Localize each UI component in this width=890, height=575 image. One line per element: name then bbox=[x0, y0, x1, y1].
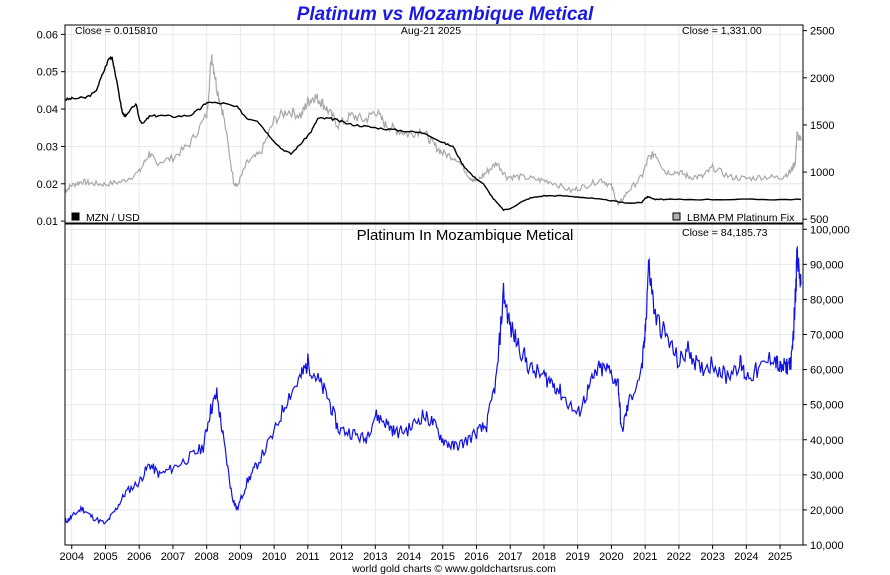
bottom-right-tick-label: 70,000 bbox=[810, 330, 844, 342]
x-tick-label: 2025 bbox=[768, 551, 792, 563]
x-tick-label: 2018 bbox=[532, 551, 556, 563]
x-tick-label: 2021 bbox=[633, 551, 657, 563]
top-left-tick-label: 0.05 bbox=[37, 67, 58, 79]
bottom-panel-grid bbox=[65, 224, 803, 546]
x-tick-label: 2014 bbox=[397, 551, 421, 563]
top-right-tick-label: 2500 bbox=[810, 26, 834, 38]
series-platinum-line bbox=[64, 54, 802, 207]
top-close-left: Close = 0.015810 bbox=[75, 25, 158, 37]
legend-swatch-mzn-usd bbox=[71, 212, 80, 221]
x-tick-label: 2004 bbox=[60, 551, 84, 563]
bottom-right-tick-label: 50,000 bbox=[810, 400, 844, 412]
x-tick-label: 2016 bbox=[464, 551, 488, 563]
x-tick-label: 2024 bbox=[734, 551, 758, 563]
top-right-axis: 2500 2000 1500 1000 500 bbox=[803, 26, 834, 226]
top-left-tick-label: 0.01 bbox=[37, 216, 58, 228]
series-mzn-usd-line bbox=[64, 55, 802, 212]
top-left-axis: 0.06 0.05 0.04 0.03 0.02 0.01 bbox=[37, 29, 65, 228]
x-tick-label: 2017 bbox=[498, 551, 522, 563]
x-axis: 2004 2005 2006 2007 2008 2009 2010 2011 2012 2013… bbox=[60, 545, 792, 563]
legend-platinum: LBMA PM Platinum Fix bbox=[687, 212, 795, 224]
x-tick-label: 2008 bbox=[194, 551, 218, 563]
x-tick-label: 2012 bbox=[329, 551, 353, 563]
bottom-right-tick-label: 40,000 bbox=[810, 435, 844, 447]
x-tick-label: 2006 bbox=[127, 551, 151, 563]
bottom-right-tick-label: 10,000 bbox=[810, 540, 844, 552]
top-right-tick-label: 1500 bbox=[810, 120, 834, 132]
top-panel: 0.06 0.05 0.04 0.03 0.02 0.01 2500 2000 1500 100… bbox=[37, 24, 834, 228]
series-platinum-metical-line bbox=[64, 246, 802, 525]
bottom-panel-title: Platinum In Mozambique Metical bbox=[357, 227, 574, 244]
chart-title: Platinum vs Mozambique Metical bbox=[297, 4, 594, 25]
bottom-right-tick-label: 100,000 bbox=[810, 224, 850, 236]
bottom-panel-series bbox=[64, 246, 802, 525]
top-right-tick-label: 500 bbox=[810, 214, 828, 226]
top-panel-frame bbox=[64, 24, 804, 224]
top-panel-grid bbox=[65, 25, 803, 223]
x-tick-label: 2022 bbox=[667, 551, 691, 563]
top-left-tick-label: 0.06 bbox=[37, 29, 58, 41]
bottom-right-tick-label: 90,000 bbox=[810, 259, 844, 271]
bottom-right-tick-label: 80,000 bbox=[810, 294, 844, 306]
x-tick-label: 2023 bbox=[700, 551, 724, 563]
top-right-tick-label: 1000 bbox=[810, 167, 834, 179]
top-date-label: Aug-21 2025 bbox=[401, 25, 461, 37]
bottom-right-tick-label: 20,000 bbox=[810, 505, 844, 517]
bottom-right-tick-label: 30,000 bbox=[810, 470, 844, 482]
x-tick-label: 2013 bbox=[363, 551, 387, 563]
x-tick-label: 2015 bbox=[431, 551, 455, 563]
x-tick-label: 2007 bbox=[161, 551, 185, 563]
top-left-tick-label: 0.03 bbox=[37, 141, 58, 153]
top-left-tick-label: 0.04 bbox=[37, 104, 58, 116]
legend-mzn-usd: MZN / USD bbox=[86, 212, 140, 224]
x-tick-label: 2011 bbox=[296, 551, 320, 563]
x-tick-label: 2005 bbox=[93, 551, 117, 563]
top-close-right: Close = 1,331.00 bbox=[682, 25, 762, 37]
footer-credit: world gold charts © www.goldchartsrus.co… bbox=[351, 563, 556, 575]
top-right-tick-label: 2000 bbox=[810, 73, 834, 85]
bottom-panel-frame bbox=[64, 223, 804, 546]
top-panel-series bbox=[64, 54, 802, 212]
bottom-close: Close = 84,185.73 bbox=[682, 227, 768, 239]
legend-swatch-platinum bbox=[672, 212, 681, 221]
x-tick-label: 2010 bbox=[262, 551, 286, 563]
x-tick-label: 2009 bbox=[228, 551, 252, 563]
x-tick-label: 2019 bbox=[565, 551, 589, 563]
bottom-right-tick-label: 60,000 bbox=[810, 365, 844, 377]
bottom-panel: 100,000 90,000 80,000 70,000 60,000 50,000 40,… bbox=[60, 223, 850, 563]
bottom-right-axis: 100,000 90,000 80,000 70,000 60,000 50,000 40,… bbox=[803, 224, 850, 552]
x-tick-label: 2020 bbox=[599, 551, 623, 563]
top-left-tick-label: 0.02 bbox=[37, 179, 58, 191]
